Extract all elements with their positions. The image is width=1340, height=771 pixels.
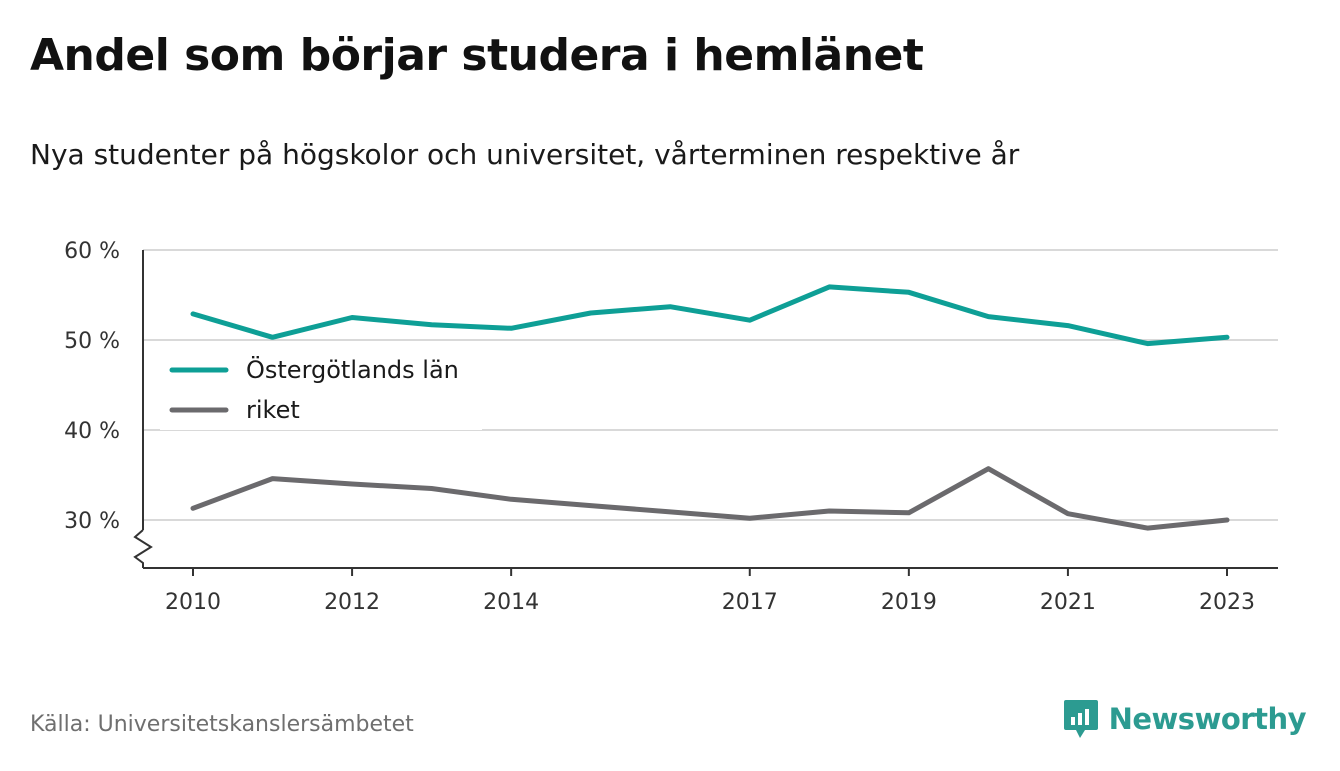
newsworthy-logo-icon (1063, 700, 1098, 738)
brand-name: Newsworthy (1108, 702, 1307, 736)
x-tick-label: 2021 (1040, 590, 1096, 615)
y-tick-label: 50 % (64, 329, 120, 354)
y-tick-label: 30 % (64, 509, 120, 534)
legend-label: Östergötlands län (246, 355, 459, 384)
x-tick-label: 2014 (483, 590, 539, 615)
legend-background (160, 346, 482, 430)
series-line-riket (190, 466, 1230, 531)
chart-title: Andel som börjar studera i hemlänet (30, 30, 924, 81)
y-axis-break (133, 529, 153, 568)
x-tick-label: 2012 (324, 590, 380, 615)
y-tick-label: 60 % (64, 239, 120, 264)
brand-logo[interactable]: Newsworthy (1063, 698, 1307, 740)
x-tick-label: 2023 (1199, 590, 1255, 615)
series-line-ostergotland (190, 284, 1230, 347)
x-tick-label: 2017 (722, 590, 778, 615)
x-tick-labels: 2010 2012 2014 2017 2019 2021 2023 (165, 590, 1255, 615)
chart-subtitle: Nya studenter på högskolor och universit… (30, 138, 1020, 171)
y-tick-label: 40 % (64, 419, 120, 444)
x-tick-label: 2010 (165, 590, 221, 615)
y-tick-labels: 60 % 50 % 40 % 30 % (64, 239, 120, 534)
x-tick-label: 2019 (881, 590, 937, 615)
legend: Östergötlands län riket (160, 346, 482, 430)
axes (133, 250, 1278, 576)
series-lines (190, 284, 1230, 531)
legend-label: riket (246, 396, 300, 424)
source-note: Källa: Universitetskanslersämbetet (30, 712, 414, 737)
